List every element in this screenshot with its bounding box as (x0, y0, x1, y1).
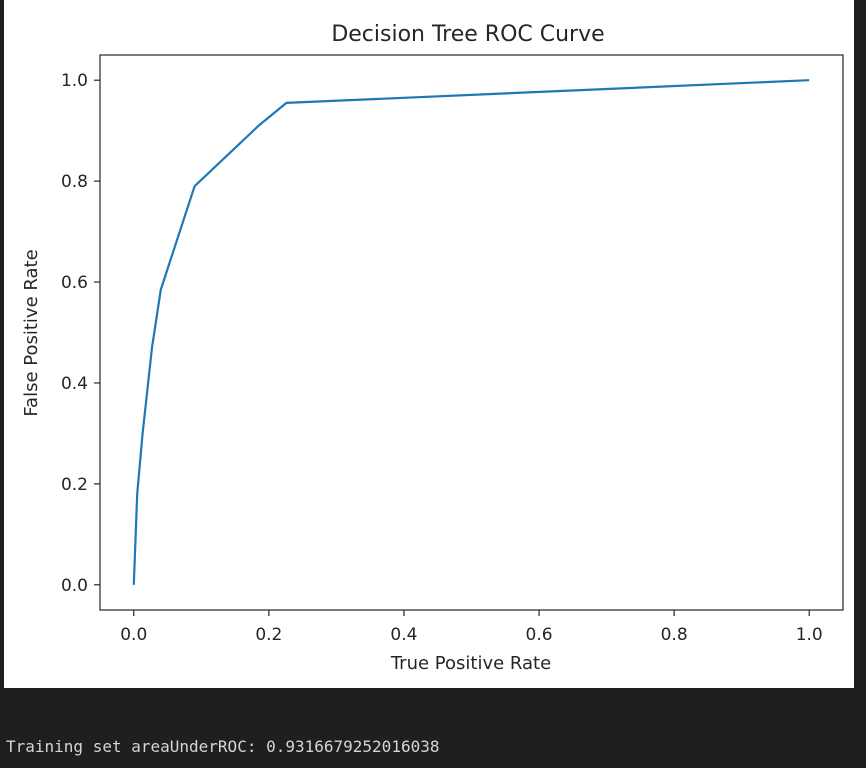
plot-area (99, 54, 844, 611)
x-tick-label: 0.6 (526, 625, 553, 645)
roc-chart: Decision Tree ROC Curve 0.0 0.2 0.4 0.6 0.8 1… (21, 22, 844, 674)
x-tick-label: 0.2 (255, 625, 282, 645)
x-tick-label: 0.4 (390, 625, 417, 645)
x-tick-label: 1.0 (796, 625, 823, 645)
y-axis-ticks: 0.0 0.2 0.4 0.6 0.8 1.0 (61, 71, 100, 596)
y-tick-label: 0.0 (61, 576, 88, 596)
y-axis-label: False Positive Rate (21, 249, 42, 416)
y-tick-label: 1.0 (61, 71, 88, 91)
y-tick-label: 0.8 (61, 172, 88, 192)
y-tick-label: 0.2 (61, 475, 88, 495)
y-tick-label: 0.4 (61, 374, 88, 394)
roc-curve-line (132, 79, 810, 585)
x-axis-ticks: 0.0 0.2 0.4 0.6 0.8 1.0 (120, 610, 823, 645)
chart-title: Decision Tree ROC Curve (331, 22, 604, 47)
chart-figure: Decision Tree ROC Curve 0.0 0.2 0.4 0.6 0.8 1… (4, 0, 854, 688)
x-tick-label: 0.0 (120, 625, 147, 645)
x-tick-label: 0.8 (661, 625, 688, 645)
x-axis-label: True Positive Rate (390, 653, 551, 674)
y-tick-label: 0.6 (61, 273, 88, 293)
console-output-text: Training set areaUnderROC: 0.93166792520… (6, 737, 440, 756)
